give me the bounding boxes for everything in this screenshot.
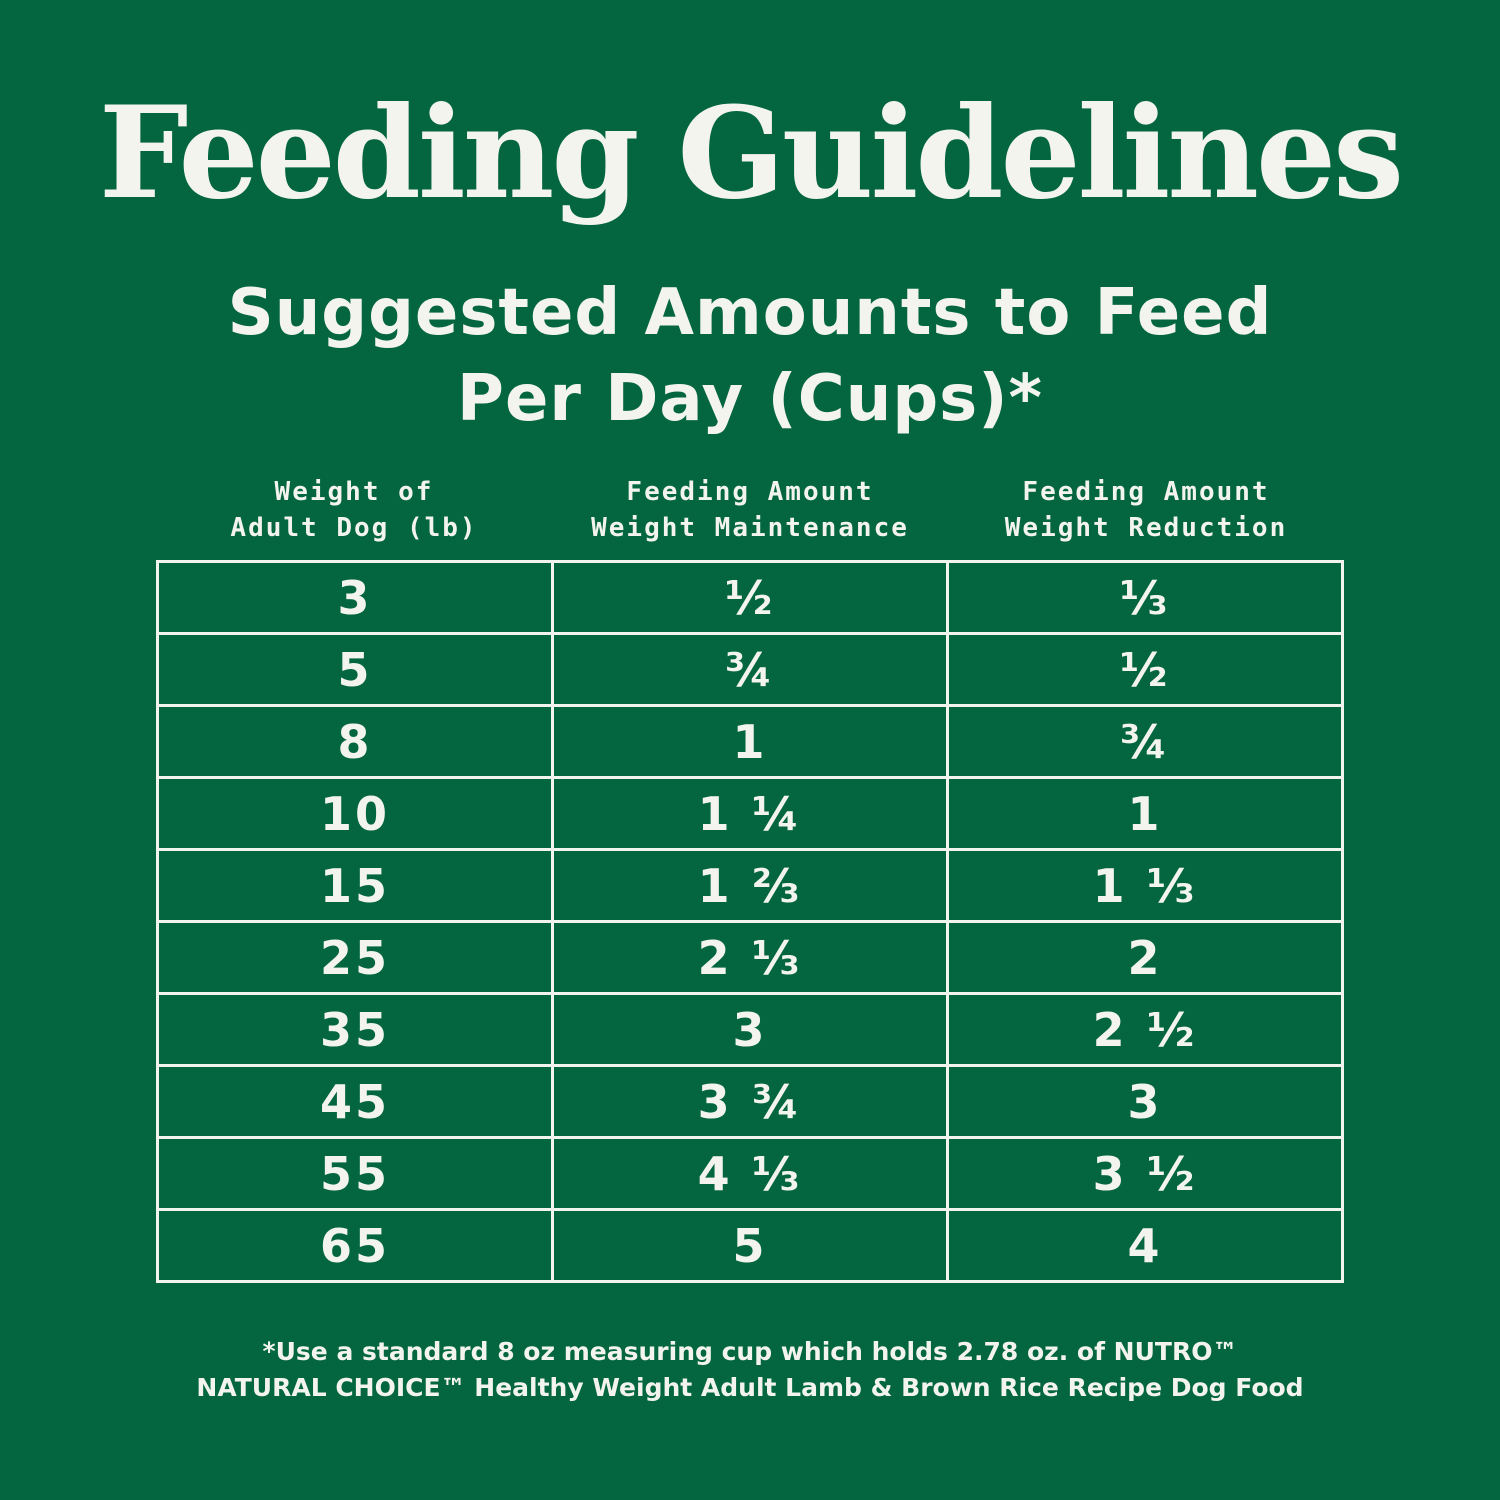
- weight-cell: 65: [156, 1208, 554, 1283]
- column-header-line-2: Weight Maintenance: [591, 513, 909, 543]
- feeding-table: 3 ½ ⅓ 5 ¾ ½ 8 1 ¾ 10 1 ¼ 1 15 1 ⅔ 1 ⅓ 25…: [156, 560, 1344, 1283]
- column-headers: Weight of Adult Dog (lb) Feeding Amount …: [156, 474, 1344, 546]
- maintenance-cell: 2 ⅓: [551, 920, 949, 995]
- reduction-cell: 3: [946, 1064, 1344, 1139]
- table-row: 45 3 ¾ 3: [156, 1064, 1344, 1139]
- table-row: 5 ¾ ½: [156, 632, 1344, 707]
- page-title: Feeding Guidelines: [98, 79, 1404, 227]
- table-row: 25 2 ⅓ 2: [156, 920, 1344, 995]
- table-row: 65 5 4: [156, 1208, 1344, 1283]
- maintenance-cell: 3 ¾: [551, 1064, 949, 1139]
- weight-cell: 35: [156, 992, 554, 1067]
- footnote-line-2: NATURAL CHOICE™ Healthy Weight Adult Lam…: [196, 1373, 1304, 1402]
- subtitle: Suggested Amounts to Feed Per Day (Cups)…: [0, 270, 1500, 442]
- weight-cell: 15: [156, 848, 554, 923]
- reduction-cell: 2 ½: [946, 992, 1344, 1067]
- maintenance-cell: 1: [551, 704, 949, 779]
- table-row: 8 1 ¾: [156, 704, 1344, 779]
- reduction-cell: 2: [946, 920, 1344, 995]
- reduction-cell: ⅓: [946, 560, 1344, 635]
- reduction-cell: 3 ½: [946, 1136, 1344, 1211]
- reduction-cell: 1: [946, 776, 1344, 851]
- weight-cell: 25: [156, 920, 554, 995]
- maintenance-cell: ¾: [551, 632, 949, 707]
- table-row: 55 4 ⅓ 3 ½: [156, 1136, 1344, 1211]
- column-header-maintenance: Feeding Amount Weight Maintenance: [552, 474, 948, 546]
- reduction-cell: ¾: [946, 704, 1344, 779]
- maintenance-cell: 5: [551, 1208, 949, 1283]
- weight-cell: 45: [156, 1064, 554, 1139]
- table-row: 10 1 ¼ 1: [156, 776, 1344, 851]
- maintenance-cell: 3: [551, 992, 949, 1067]
- weight-cell: 8: [156, 704, 554, 779]
- column-header-line-2: Weight Reduction: [1004, 513, 1288, 543]
- table-row: 35 3 2 ½: [156, 992, 1344, 1067]
- table-row: 3 ½ ⅓: [156, 560, 1344, 635]
- reduction-cell: 1 ⅓: [946, 848, 1344, 923]
- maintenance-cell: ½: [551, 560, 949, 635]
- subtitle-line-2: Per Day (Cups)*: [457, 362, 1043, 436]
- maintenance-cell: 4 ⅓: [551, 1136, 949, 1211]
- column-header-line-1: Weight of: [274, 477, 434, 507]
- weight-cell: 5: [156, 632, 554, 707]
- weight-cell: 55: [156, 1136, 554, 1211]
- subtitle-line-1: Suggested Amounts to Feed: [227, 276, 1273, 350]
- weight-cell: 10: [156, 776, 554, 851]
- reduction-cell: ½: [946, 632, 1344, 707]
- reduction-cell: 4: [946, 1208, 1344, 1283]
- column-header-line-1: Feeding Amount: [626, 477, 874, 507]
- maintenance-cell: 1 ⅔: [551, 848, 949, 923]
- column-header-reduction: Feeding Amount Weight Reduction: [948, 474, 1344, 546]
- table-row: 15 1 ⅔ 1 ⅓: [156, 848, 1344, 923]
- column-header-weight: Weight of Adult Dog (lb): [156, 474, 552, 546]
- column-header-line-2: Adult Dog (lb): [230, 513, 478, 543]
- footnote-line-1: *Use a standard 8 oz measuring cup which…: [262, 1337, 1238, 1366]
- maintenance-cell: 1 ¼: [551, 776, 949, 851]
- weight-cell: 3: [156, 560, 554, 635]
- footnote: *Use a standard 8 oz measuring cup which…: [0, 1334, 1500, 1406]
- column-header-line-1: Feeding Amount: [1022, 477, 1270, 507]
